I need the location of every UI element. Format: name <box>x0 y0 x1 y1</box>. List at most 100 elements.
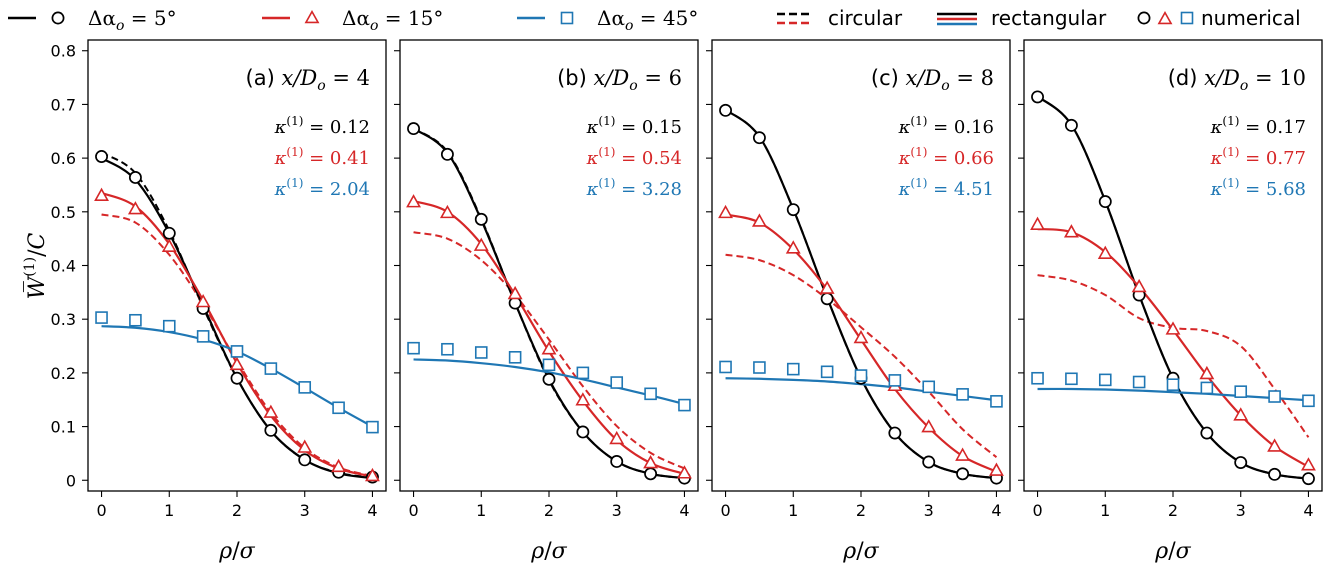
circular-curve-circle <box>101 151 373 479</box>
numerical-point-circle <box>407 122 420 136</box>
kappa-symbol: κ <box>1210 179 1223 200</box>
kappa-value: = 0.16 <box>927 117 994 138</box>
numerical-point-square <box>441 342 454 356</box>
kappa-symbol: κ <box>898 148 911 169</box>
kappa-value: = 0.41 <box>303 148 370 169</box>
kappa-sup: (1) <box>286 145 303 159</box>
panel-letter: (c) <box>871 66 906 90</box>
x-tick-label: 1 <box>788 501 798 520</box>
numerical-point-square <box>542 358 556 372</box>
numerical-point-triangle <box>1199 365 1215 380</box>
x-tick-label: 0 <box>96 501 106 520</box>
y-tick-label: 0.6 <box>51 149 76 168</box>
kappa-symbol: κ <box>1210 117 1223 138</box>
legend: Δαo = 5° Δαo = 15° Δαo = 45° circular rectan… <box>8 6 1301 34</box>
rectangular-curve-triangle <box>1037 227 1310 468</box>
numerical-point-triangle <box>195 293 211 308</box>
numerical-point-square <box>1200 381 1214 395</box>
kappa-label: κ(1) = 4.51 <box>898 176 994 200</box>
numerical-point-triangle <box>718 204 733 219</box>
x-tick-label: 1 <box>476 501 486 520</box>
xlabel-slash: / <box>544 539 552 564</box>
numerical-point-square <box>407 341 420 355</box>
numerical-point-square <box>162 319 176 333</box>
numerical-point-triangle <box>575 392 591 406</box>
numerical-point-square <box>956 388 969 401</box>
x-tick-label: 4 <box>679 501 689 520</box>
kappa-sup: (1) <box>1222 145 1239 159</box>
kappa-label: κ(1) = 2.04 <box>274 176 370 200</box>
x-tick-label: 4 <box>991 501 1001 520</box>
rectangular-curve-circle <box>1036 95 1309 480</box>
x-tick-label: 3 <box>924 501 934 520</box>
ylabel-slash: / <box>25 249 50 257</box>
legend-circular-label: circular <box>828 6 903 30</box>
numerical-point-square <box>990 395 1003 408</box>
numerical-point-square <box>576 366 590 380</box>
kappa-symbol: κ <box>274 117 287 138</box>
legend-sub: o <box>625 18 633 34</box>
panel-frame <box>87 39 387 492</box>
x-tick-label: 0 <box>408 501 418 520</box>
numerical-point-square <box>332 401 345 415</box>
kappa-symbol: κ <box>898 179 911 200</box>
numerical-point-square <box>1166 378 1180 391</box>
numerical-point-square <box>1065 372 1078 386</box>
legend-rectangular-label: rectangular <box>991 6 1107 30</box>
rectangular-curve-triangle <box>413 200 685 475</box>
rectangular-curve-triangle <box>101 191 373 478</box>
kappa-label: κ(1) = 0.16 <box>898 114 994 138</box>
x-tick-label: 3 <box>612 501 622 520</box>
y-tick-label: 0.2 <box>51 364 76 383</box>
panel-title-val: = 4 <box>326 66 370 90</box>
kappa-value: = 0.12 <box>303 117 370 138</box>
numerical-point-triangle <box>609 430 625 445</box>
numerical-point-triangle <box>229 356 245 371</box>
numerical-point-square <box>888 374 902 387</box>
legend-alpha: Δα <box>597 6 625 30</box>
legend-label: Δαo = 15° <box>342 6 443 34</box>
x-tick-label: 4 <box>367 501 377 520</box>
numerical-point-triangle <box>1030 216 1045 230</box>
numerical-point-square <box>1234 385 1248 398</box>
xlabel-sigma: σ <box>1176 539 1192 564</box>
numerical-point-circle <box>1200 426 1214 440</box>
x-tick-label: 1 <box>164 501 174 520</box>
ylabel-sup: (1) <box>22 257 38 277</box>
legend-num-circle <box>1137 11 1151 25</box>
xlabel-rho: ρ <box>530 539 544 564</box>
numerical-point-circle <box>576 425 590 439</box>
legend-numerical-label: numerical <box>1201 6 1301 30</box>
numerical-point-circle <box>610 455 624 468</box>
kappa-value: = 2.04 <box>303 179 370 200</box>
numerical-point-triangle <box>1165 321 1181 335</box>
x-axis-label: ρ/σ <box>218 539 255 564</box>
numerical-point-circle <box>922 455 936 469</box>
numerical-point-triangle <box>785 240 801 254</box>
numerical-point-triangle <box>1097 245 1113 259</box>
kappa-sup: (1) <box>1222 176 1239 190</box>
numerical-point-square <box>1268 390 1281 403</box>
panel-b: 0 1 2 3 4ρ/σ(b) x/Do = 6κ(1) = 0.15κ(1) = 0.… <box>394 39 699 564</box>
panel-frame <box>711 39 1011 492</box>
numerical-point-circle <box>1098 195 1112 209</box>
numerical-point-square <box>820 365 834 379</box>
x-axis-label: ρ/σ <box>530 539 567 564</box>
legend-sub: o <box>370 18 378 34</box>
x-tick-label: 2 <box>544 501 554 520</box>
numerical-point-square <box>1098 373 1112 387</box>
kappa-sup: (1) <box>910 176 927 190</box>
panel-letter: (a) <box>246 66 282 90</box>
kappa-value: = 5.68 <box>1239 179 1306 200</box>
numerical-point-circle <box>95 150 108 163</box>
y-tick-label: 0 <box>66 471 76 490</box>
numerical-point-square <box>230 345 244 358</box>
numerical-point-square <box>129 313 142 327</box>
kappa-sup: (1) <box>598 145 615 159</box>
panel-letter: (b) <box>557 66 593 90</box>
panel-title-sub: o <box>1240 78 1248 94</box>
legend-num-triangle <box>1157 10 1173 25</box>
circular-curve-triangle <box>101 213 373 477</box>
legend-value: = 45° <box>633 6 698 30</box>
numerical-point-triangle <box>751 213 767 227</box>
